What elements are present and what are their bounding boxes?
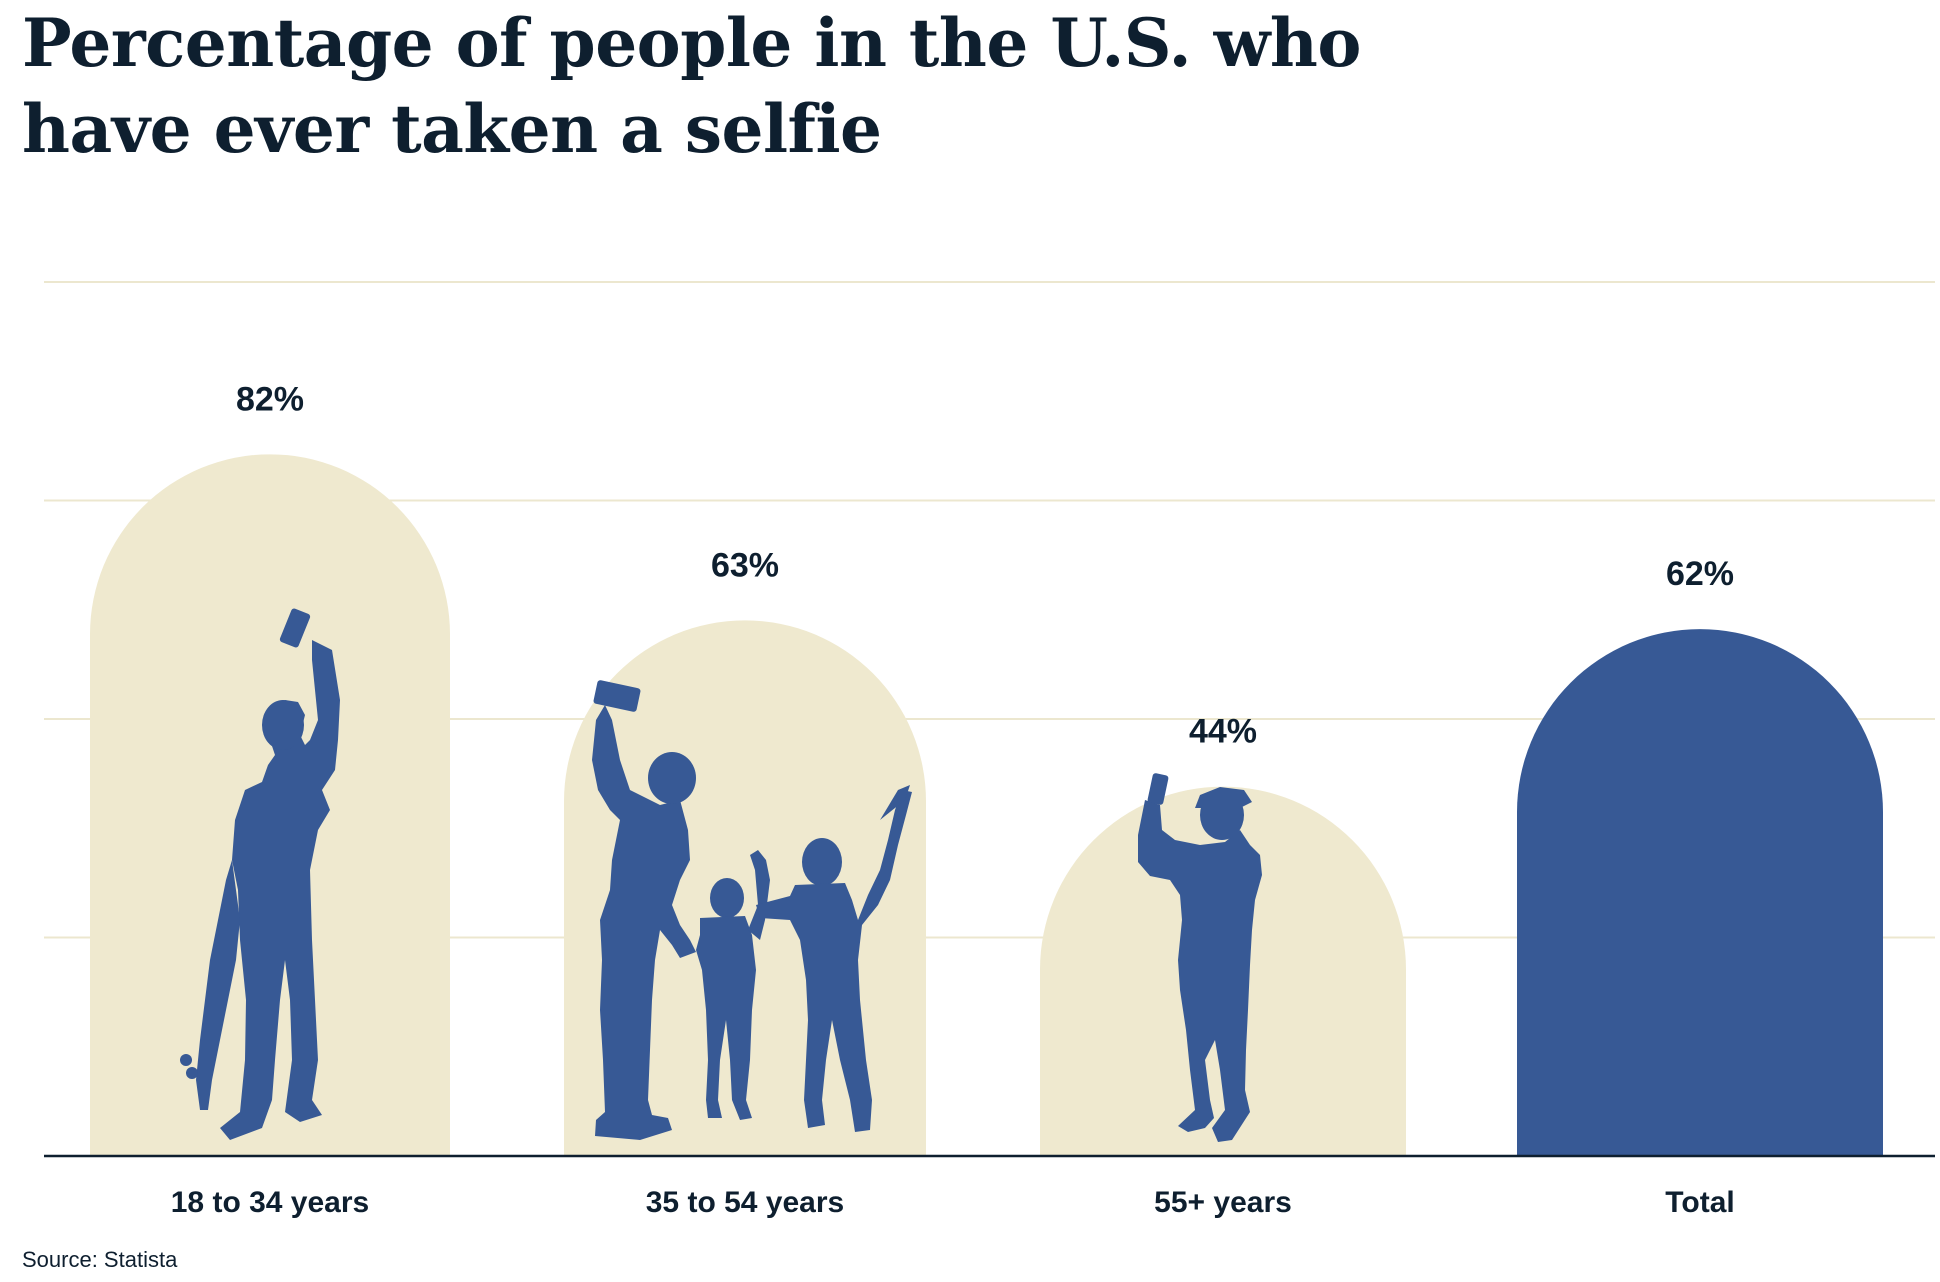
- bar-total: [1517, 629, 1883, 1156]
- value-labels: 82% 63% 44% 62%: [236, 380, 1734, 750]
- chart-title: Percentage of people in the U.S. who hav…: [22, 4, 1361, 168]
- category-label: 18 to 34 years: [171, 1186, 369, 1219]
- category-labels: 18 to 34 years 35 to 54 years 55+ years Tot…: [171, 1186, 1735, 1219]
- illustrations: [180, 608, 1262, 1142]
- value-label: 62%: [1666, 555, 1734, 593]
- selfie-person-with-skateboard-icon: [180, 608, 340, 1140]
- category-label: Total: [1665, 1186, 1734, 1219]
- value-label: 44%: [1189, 712, 1257, 750]
- selfie-family-icon: [592, 680, 912, 1140]
- value-label: 82%: [236, 380, 304, 418]
- source-note: Source: Statista: [22, 1247, 178, 1272]
- category-label: 55+ years: [1154, 1186, 1292, 1219]
- value-label: 63%: [711, 546, 779, 584]
- selfie-older-man-icon: [1138, 773, 1262, 1142]
- bars: [90, 454, 1883, 1156]
- category-label: 35 to 54 years: [646, 1186, 844, 1219]
